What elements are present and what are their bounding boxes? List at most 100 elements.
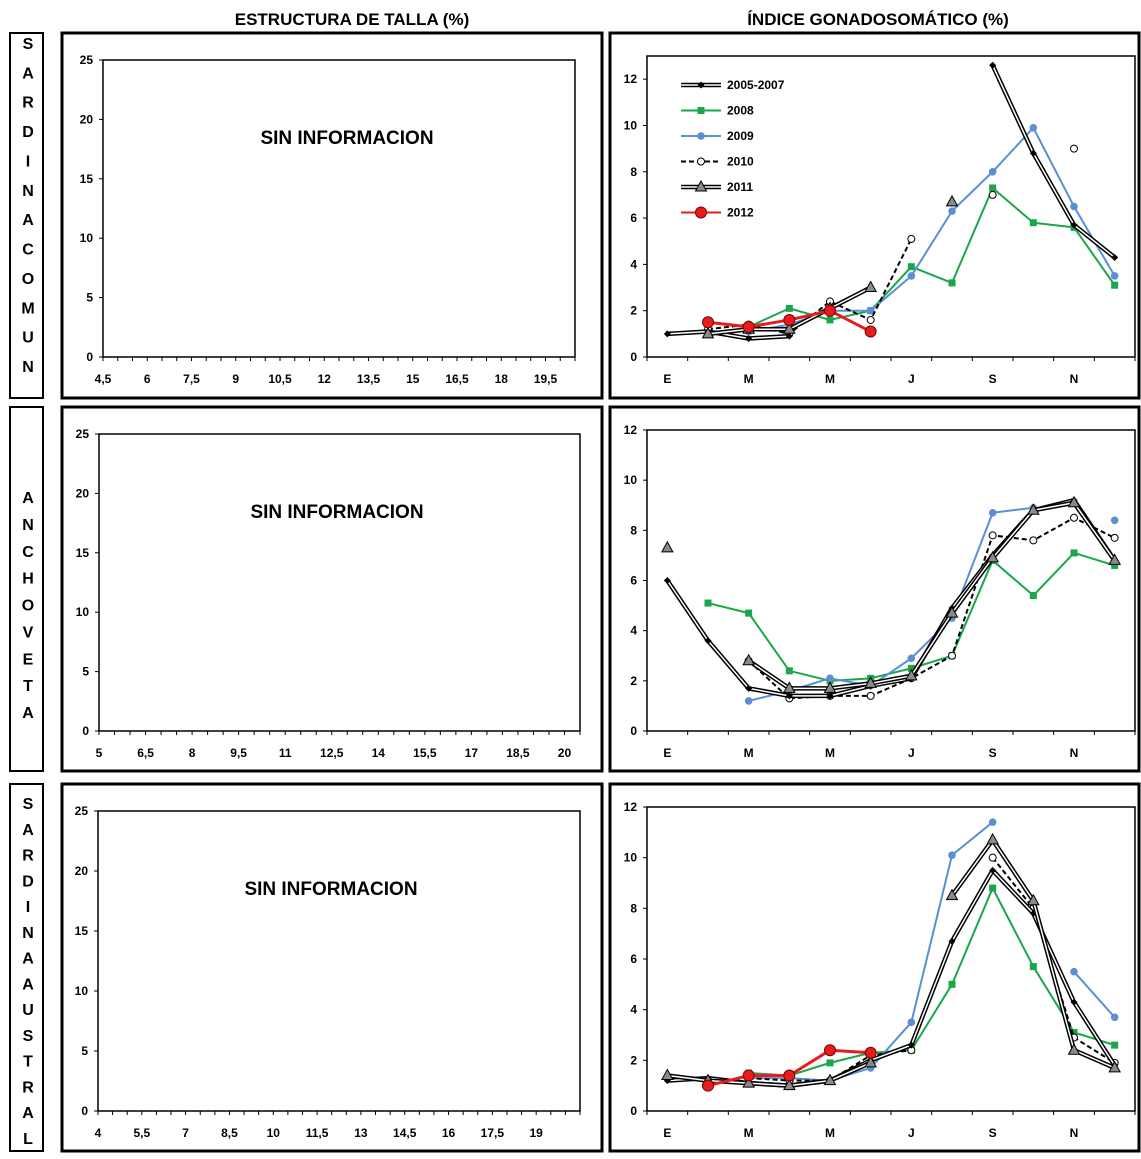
data-point-2010: [866, 691, 875, 700]
data-point-2008: [1029, 592, 1037, 600]
species-letter: A: [22, 822, 34, 839]
species-letter: T: [23, 1054, 33, 1071]
data-point-2008: [1111, 1041, 1119, 1049]
y-tick-label: 0: [630, 724, 637, 738]
month-label: M: [744, 746, 754, 760]
y-tick-label: 0: [86, 350, 93, 364]
y-tick-label: 2: [630, 304, 637, 318]
month-label: N: [1070, 372, 1079, 386]
data-point-2012: [742, 1069, 755, 1082]
data-point-2005-2007: [745, 334, 753, 342]
data-point-2008: [907, 664, 915, 672]
species-letter: C: [22, 242, 34, 259]
data-point-2009: [1110, 1013, 1119, 1022]
x-tick-label: 18,5: [506, 746, 530, 760]
data-point-2011: [864, 280, 878, 293]
data-point-2009: [907, 272, 916, 280]
legend-label: 2010: [727, 155, 754, 169]
data-point-2008: [1070, 549, 1078, 557]
y-tick-label: 25: [80, 53, 94, 67]
species-letter: S: [23, 1028, 34, 1045]
species-letter: N: [22, 359, 34, 376]
data-point-2008: [907, 263, 915, 271]
data-point-2011: [782, 322, 796, 334]
data-point-2009: [866, 306, 875, 315]
x-tick-label: 5: [96, 746, 103, 760]
y-tick-label: 10: [624, 118, 638, 132]
data-point-2005-2007: [989, 866, 997, 874]
data-point-2005-2007: [826, 692, 834, 700]
x-tick-label: 4,5: [95, 372, 112, 386]
data-point: [697, 132, 705, 140]
x-tick-label: 6: [144, 372, 151, 386]
data-point-2011: [1067, 495, 1081, 508]
y-tick-label: 15: [76, 546, 90, 560]
y-tick-label: 2: [630, 674, 637, 688]
data-point-2011: [1026, 503, 1040, 515]
species-letter: S: [23, 36, 34, 53]
data-point-2008: [989, 184, 997, 192]
data-point-2011: [904, 668, 918, 681]
series-line: [1073, 971, 1116, 1018]
species-label-box-3: [9, 783, 44, 1152]
data-point-2011: [1026, 893, 1040, 906]
legend-label: 2012: [727, 206, 754, 220]
month-label: E: [663, 372, 671, 386]
y-tick-label: 6: [630, 574, 637, 588]
data-point-2005-2007: [989, 61, 997, 69]
data-point-2009: [1110, 516, 1119, 525]
data-point-2010: [1029, 536, 1038, 545]
y-tick-label: 5: [86, 291, 93, 305]
series-2011: [747, 500, 1117, 691]
species-letter: V: [23, 624, 34, 641]
legend-label: 2009: [727, 129, 754, 143]
data-point-2008: [1111, 281, 1119, 289]
data-point-2005-2007: [1111, 253, 1119, 261]
x-tick-label: 11,5: [306, 1126, 329, 1140]
no-information-annotation: SIN INFORMACION: [250, 502, 423, 523]
species-letter: D: [22, 873, 34, 890]
x-tick-label: 6,5: [137, 746, 154, 760]
y-tick-label: 8: [630, 165, 637, 179]
data-point-2010: [866, 315, 875, 324]
x-tick-label: 12: [318, 372, 332, 386]
data-point-2008: [1070, 1028, 1078, 1036]
gsi-panel: [608, 31, 1141, 400]
data-point-2011: [701, 326, 715, 339]
species-letter: O: [22, 271, 34, 288]
species-letter: N: [22, 183, 34, 200]
series-line: [748, 887, 1115, 1077]
x-tick-label: 15,5: [413, 746, 437, 760]
data-point-2008: [1029, 963, 1037, 971]
data-point-2009: [988, 167, 997, 176]
data-point-2011: [945, 606, 959, 618]
y-tick-label: 0: [81, 1104, 88, 1118]
data-point-2011: [742, 1076, 756, 1088]
size-structure-panel: [60, 405, 604, 773]
species-letter: R: [22, 95, 34, 112]
species-label-box-1: [9, 32, 44, 399]
species-letter: U: [22, 1002, 34, 1019]
data-point-2011: [742, 653, 756, 666]
series-2008: [748, 887, 1115, 1077]
x-tick-label: 10: [267, 1126, 281, 1140]
data-point-2011: [986, 832, 1000, 845]
species-letter: N: [22, 517, 34, 534]
panels-layer: SARDINACOMUNANCHOVETASARDINAAUSTRAL05101…: [9, 31, 1141, 1153]
x-tick-label: 13: [354, 1126, 368, 1140]
y-tick-label: 10: [624, 473, 638, 487]
data-point: [694, 179, 708, 192]
gsi-panel: [608, 405, 1141, 773]
data-point-2009: [744, 697, 753, 705]
data-point-2009: [1029, 123, 1038, 132]
data-point-2011: [945, 888, 959, 901]
data-point-2008: [948, 279, 956, 287]
data-point-2012: [702, 1079, 714, 1092]
data-point-2012: [824, 1044, 836, 1057]
data-point-2010: [948, 651, 956, 660]
species-letter: E: [23, 651, 34, 668]
x-tick-label: 17: [465, 746, 479, 760]
data-point-2010: [988, 190, 997, 199]
data-point-2008: [989, 884, 997, 892]
y-tick-label: 25: [76, 427, 90, 441]
